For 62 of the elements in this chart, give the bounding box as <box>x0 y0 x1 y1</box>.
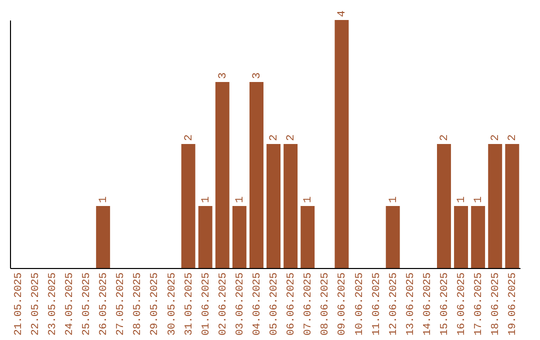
x-tick-label: 13.06.2025 <box>404 272 417 336</box>
data-label: 2 <box>438 134 451 141</box>
x-tick-label: 01.06.2025 <box>200 272 212 336</box>
x-tick-label: 22.05.2025 <box>30 272 42 336</box>
x-tick-label: 31.05.2025 <box>183 272 196 336</box>
x-tick-label: 02.06.2025 <box>217 272 230 336</box>
bar <box>249 82 264 268</box>
bar <box>198 206 212 268</box>
x-tick-label: 16.06.2025 <box>456 272 468 336</box>
data-label: 2 <box>490 134 502 141</box>
x-tick-label: 15.06.2025 <box>438 272 451 336</box>
bar <box>215 82 230 268</box>
x-tick-label: 25.05.2025 <box>81 272 94 336</box>
x-tick-label: 11.06.2025 <box>370 272 383 336</box>
x-tick-label: 18.06.2025 <box>490 272 502 336</box>
x-tick-label: 28.05.2025 <box>132 272 144 336</box>
bar <box>471 206 486 268</box>
x-tick-label: 26.05.2025 <box>98 272 110 336</box>
x-tick-label: 14.06.2025 <box>422 272 434 336</box>
bar <box>386 206 400 268</box>
bar <box>181 144 196 268</box>
x-tick-label: 19.06.2025 <box>507 272 520 336</box>
bar <box>436 144 451 268</box>
data-label: 3 <box>251 72 264 79</box>
data-label: 4 <box>336 10 349 17</box>
x-tick-label: 17.06.2025 <box>473 272 486 336</box>
x-tick-label: 29.05.2025 <box>149 272 162 336</box>
x-tick-label: 10.06.2025 <box>354 272 366 336</box>
x-tick-label: 06.06.2025 <box>286 272 298 336</box>
bar <box>488 144 502 268</box>
x-tick-label: 08.06.2025 <box>320 272 332 336</box>
bar <box>232 206 246 268</box>
data-label: 2 <box>268 134 281 141</box>
x-tick-label: 03.06.2025 <box>234 272 246 336</box>
x-tick-label: 30.05.2025 <box>166 272 178 336</box>
bar <box>334 20 349 268</box>
data-label: 1 <box>98 196 110 203</box>
bar <box>96 206 110 268</box>
x-tick-label: 24.05.2025 <box>64 272 76 336</box>
data-label: 3 <box>217 72 230 79</box>
x-tick-label: 12.06.2025 <box>388 272 400 336</box>
data-label: 2 <box>286 134 298 141</box>
data-label: 1 <box>456 196 468 203</box>
x-tick-label: 27.05.2025 <box>115 272 128 336</box>
x-tick-label: 04.06.2025 <box>251 272 264 336</box>
data-label: 1 <box>302 196 315 203</box>
data-label: 2 <box>507 134 520 141</box>
x-tick-label: 09.06.2025 <box>336 272 349 336</box>
bar <box>284 144 298 268</box>
data-label: 1 <box>234 196 246 203</box>
data-label: 1 <box>388 196 400 203</box>
bar <box>300 206 315 268</box>
bar <box>454 206 468 268</box>
x-tick-label: 21.05.2025 <box>12 272 25 336</box>
data-label: 2 <box>183 134 196 141</box>
bar <box>266 144 281 268</box>
bar <box>505 144 520 268</box>
x-tick-label: 05.06.2025 <box>268 272 281 336</box>
data-label: 1 <box>200 196 212 203</box>
data-label: 1 <box>473 196 486 203</box>
x-tick-label: 23.05.2025 <box>46 272 59 336</box>
x-tick-label: 07.06.2025 <box>302 272 315 336</box>
